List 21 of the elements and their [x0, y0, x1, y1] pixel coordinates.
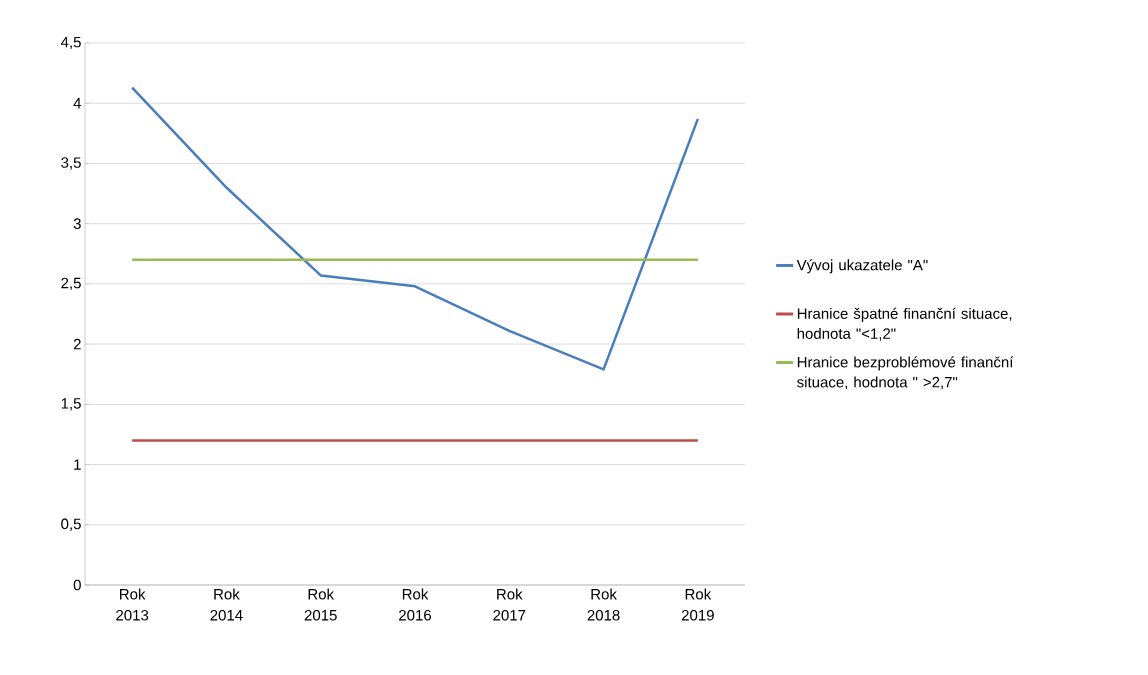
y-tick-label: 1 — [74, 459, 81, 470]
x-tick-label: Rok 2016 — [399, 588, 432, 621]
y-tick-label: 3 — [73, 218, 81, 229]
x-tick-label: Rok 2017 — [493, 588, 526, 621]
y-tick-label: 4,5 — [60, 36, 81, 50]
legend-label: Vývoj ukazatele "A" — [796, 259, 928, 274]
legend-label: Hranice bezproblémové finanční situace, hodnota " >2,7" — [797, 356, 1014, 390]
x-tick-label: Rok 2018 — [587, 588, 620, 621]
y-tick-label: 0,5 — [61, 518, 81, 531]
y-tick-label: 2 — [73, 338, 81, 350]
x-tick-label: Rok 2015 — [304, 588, 337, 621]
x-tick-label: Rok 2013 — [116, 588, 149, 621]
line-series — [130, 86, 700, 371]
y-tick-label: 2,5 — [61, 277, 81, 291]
x-tick-label: Rok 2014 — [210, 588, 243, 621]
legend-label: Hranice špatné finanční situace, hodnota "<1,2" — [797, 307, 1012, 341]
x-tick-label: Rok 2019 — [681, 588, 714, 621]
y-tick-label: 0 — [73, 579, 81, 591]
y-tick-label: 3,5 — [61, 157, 81, 170]
y-tick-label: 1,5 — [61, 398, 81, 411]
y-tick-label: 4 — [73, 98, 82, 109]
